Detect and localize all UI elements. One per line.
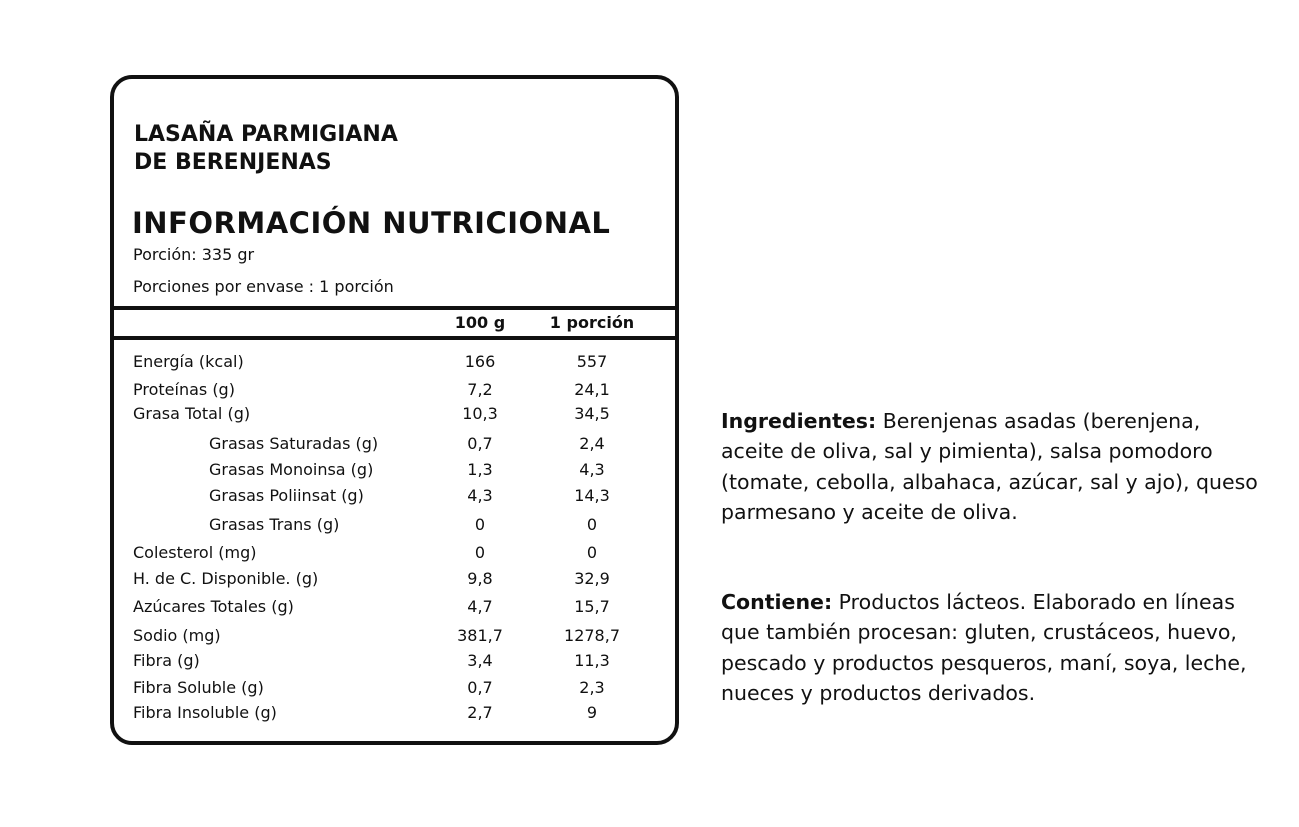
product-title-line1: LASAÑA PARMIGIANA [134,122,398,147]
table-row: Fibra (g) 3,4 11,3 [0,651,1299,673]
ingredients-text: Berenjenas asadas (berenjena, aceite de … [721,409,1258,524]
nutrient-name: Grasas Trans (g) [209,515,340,534]
nutrient-name: Grasas Saturadas (g) [209,434,379,453]
contains-label: Contiene: [721,590,833,614]
table-row: Grasas Poliinsat (g) 4,3 14,3 [0,486,1299,508]
value-per-100g: 0,7 [467,678,493,697]
value-per-100g: 0 [474,543,486,562]
servings-per-package: Porciones por envase : 1 porción [133,277,394,296]
value-per-100g: 7,2 [467,380,493,399]
value-per-portion: 0 [586,515,598,534]
nutrient-name: Grasas Poliinsat (g) [209,486,364,505]
label-heading: INFORMACIÓN NUTRICIONAL [132,206,611,240]
value-per-100g: 166 [464,352,496,371]
nutrient-name: Fibra Soluble (g) [133,678,264,697]
value-per-100g: 3,4 [467,651,493,670]
nutrient-name: Azúcares Totales (g) [133,597,294,616]
value-per-100g: 4,7 [467,597,493,616]
table-row: Grasas Trans (g) 0 0 [0,515,1299,537]
contains-paragraph: Contiene: Productos lácteos. Elaborado e… [721,587,1261,708]
table-row: Azúcares Totales (g) 4,7 15,7 [0,597,1299,619]
value-per-portion: 32,9 [574,569,610,588]
nutrient-name: H. de C. Disponible. (g) [133,569,319,588]
table-row: Proteínas (g) 7,2 24,1 [0,380,1299,402]
table-row: Grasa Total (g) 10,3 34,5 [0,404,1299,426]
value-per-100g: 2,7 [467,703,493,722]
column-header-portion: 1 porción [549,313,635,332]
table-row: Sodio (mg) 381,7 1278,7 [0,626,1299,648]
value-per-portion: 557 [576,352,608,371]
value-per-portion: 11,3 [574,651,610,670]
table-row: H. de C. Disponible. (g) 9,8 32,9 [0,569,1299,591]
nutrient-name: Energía (kcal) [133,352,244,371]
value-per-100g: 10,3 [462,404,498,423]
nutrient-name: Fibra Insoluble (g) [133,703,277,722]
value-per-100g: 9,8 [467,569,493,588]
value-per-portion: 2,4 [579,434,605,453]
table-row: Fibra Soluble (g) 0,7 2,3 [0,678,1299,700]
value-per-portion: 9 [586,703,598,722]
ingredients-paragraph: Ingredientes: Berenjenas asadas (berenje… [721,406,1261,527]
table-row: Energía (kcal) 166 557 [0,352,1299,374]
nutrient-name: Sodio (mg) [133,626,221,645]
value-per-portion: 1278,7 [564,626,620,645]
nutrient-name: Colesterol (mg) [133,543,257,562]
value-per-portion: 0 [586,543,598,562]
table-row: Grasas Monoinsa (g) 1,3 4,3 [0,460,1299,482]
value-per-portion: 2,3 [579,678,605,697]
value-per-portion: 14,3 [574,486,610,505]
product-title-line2: DE BERENJENAS [134,150,332,175]
value-per-100g: 0,7 [467,434,493,453]
value-per-portion: 34,5 [574,404,610,423]
divider-thick [112,306,675,310]
value-per-portion: 15,7 [574,597,610,616]
column-header-100g: 100 g [454,313,506,332]
value-per-100g: 0 [474,515,486,534]
divider-header [112,336,675,340]
nutrition-label-box [110,75,679,745]
value-per-100g: 1,3 [467,460,493,479]
value-per-100g: 4,3 [467,486,493,505]
table-row: Grasas Saturadas (g) 0,7 2,4 [0,434,1299,456]
ingredients-label: Ingredientes: [721,409,877,433]
value-per-portion: 24,1 [574,380,610,399]
nutrient-name: Grasas Monoinsa (g) [209,460,374,479]
nutrient-name: Proteínas (g) [133,380,235,399]
value-per-100g: 381,7 [457,626,503,645]
serving-size: Porción: 335 gr [133,245,255,264]
table-row: Colesterol (mg) 0 0 [0,543,1299,565]
table-row: Fibra Insoluble (g) 2,7 9 [0,703,1299,725]
nutrient-name: Fibra (g) [133,651,200,670]
value-per-portion: 4,3 [579,460,605,479]
nutrient-name: Grasa Total (g) [133,404,251,423]
contains-text: Productos lácteos. Elaborado en líneas q… [721,590,1247,705]
